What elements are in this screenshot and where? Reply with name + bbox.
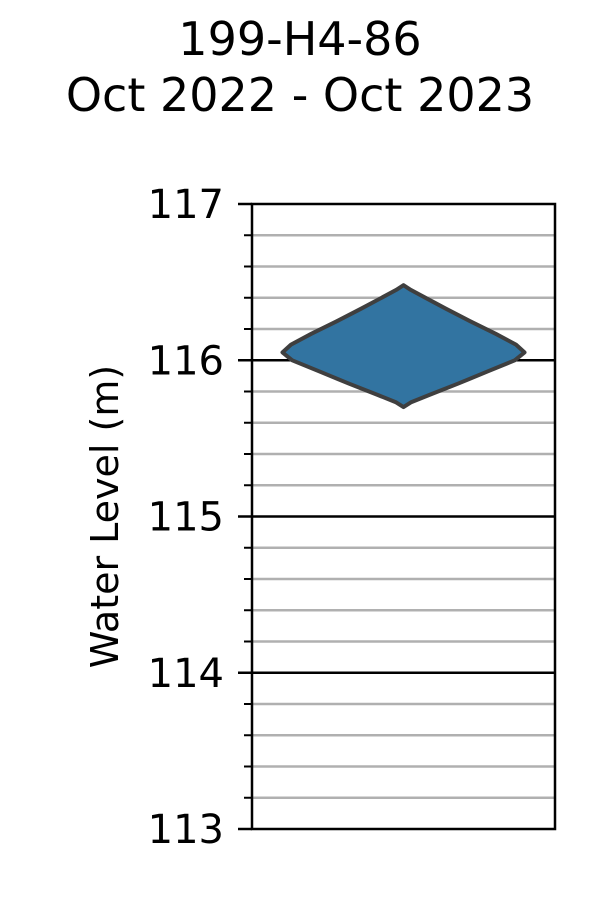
- y-tick-label: 115: [148, 495, 224, 541]
- y-tick-label: 116: [148, 338, 224, 384]
- y-axis-tick-labels: 113 114 115 116 117: [148, 182, 224, 853]
- y-tick-label: 114: [148, 651, 224, 697]
- chart-title-line-2: Oct 2022 - Oct 2023: [66, 68, 534, 122]
- y-tick-label: 113: [148, 807, 224, 853]
- y-axis-ticks: [238, 202, 252, 831]
- y-tick-label: 117: [148, 182, 224, 228]
- violin-body: [280, 283, 527, 410]
- chart-title-line-1: 199-H4-86: [178, 12, 421, 66]
- y-axis-label: Water Level (m): [83, 365, 127, 668]
